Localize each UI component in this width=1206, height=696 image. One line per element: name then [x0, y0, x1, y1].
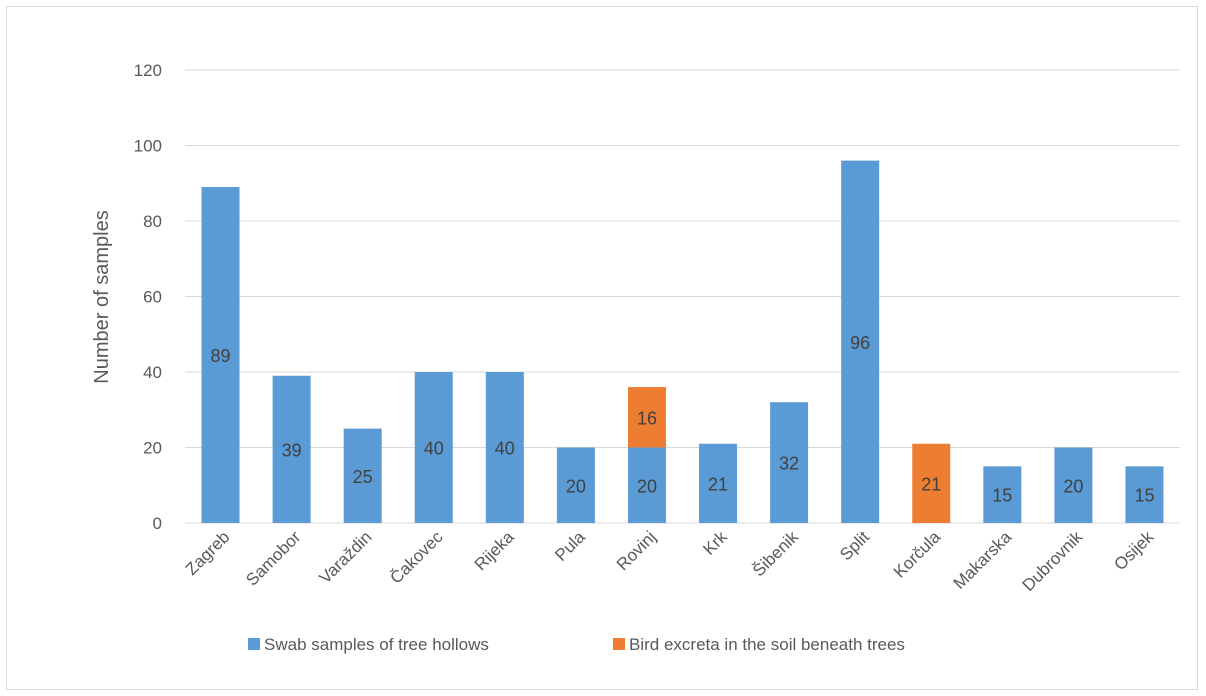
data-label-0-11: 15 [992, 486, 1012, 506]
y-tick-label: 100 [134, 137, 162, 156]
x-axis-ticks: Zagreb Samobor Varaždin Čakovec Rijeka Pula Ro… [182, 527, 1158, 595]
y-tick-label: 40 [143, 363, 162, 382]
data-label-0-1: 39 [282, 440, 302, 460]
data-label-0-12: 20 [1063, 476, 1083, 496]
data-label-0-2: 25 [353, 467, 373, 487]
data-label-0-8: 32 [779, 454, 799, 474]
x-tick-label: Osijek [1110, 527, 1157, 574]
x-tick-label: Rovinj [613, 527, 660, 574]
data-label-0-6: 20 [637, 476, 657, 496]
bars [201, 160, 1164, 523]
legend-label-0: Swab samples of tree hollows [264, 635, 489, 654]
bar-0-5 [556, 447, 595, 523]
bar-0-12 [1054, 447, 1093, 523]
x-tick-label: Čakovec [386, 527, 447, 588]
legend-label-1: Bird excreta in the soil beneath trees [629, 635, 905, 654]
data-label-0-5: 20 [566, 476, 586, 496]
x-tick-label: Samobor [242, 527, 304, 589]
bar-0-11 [983, 466, 1022, 523]
bar-0-3 [414, 372, 453, 523]
data-label-0-3: 40 [424, 439, 444, 459]
chart-frame [6, 6, 1198, 690]
x-tick-label: Rijeka [471, 527, 518, 574]
bar-0-9 [841, 160, 880, 523]
data-label-1-6: 16 [637, 408, 657, 428]
x-tick-label: Krk [699, 527, 731, 559]
y-tick-label: 20 [143, 439, 162, 458]
x-tick-label: Split [836, 527, 873, 564]
data-label-1-10: 21 [921, 474, 941, 494]
x-tick-label: Dubrovnik [1019, 527, 1087, 595]
data-labels: 89 39 25 40 40 20 20 16 21 32 96 21 15 20 15 [211, 333, 1155, 506]
legend-swatch-1 [613, 638, 625, 650]
x-tick-label: Varaždin [316, 527, 376, 587]
y-tick-label: 0 [153, 514, 162, 533]
data-label-0-7: 21 [708, 474, 728, 494]
x-tick-label: Šibenik [749, 527, 802, 580]
bar-1-6 [627, 387, 666, 448]
y-tick-label: 80 [143, 212, 162, 231]
y-tick-label: 60 [143, 288, 162, 307]
bar-0-0 [201, 187, 240, 523]
y-axis-ticks: 0 20 40 60 80 100 120 [134, 61, 162, 533]
data-label-0-9: 96 [850, 333, 870, 353]
bar-0-6 [627, 447, 666, 523]
x-tick-label: Zagreb [182, 527, 234, 579]
x-tick-label: Makarska [950, 527, 1016, 593]
bar-1-10 [912, 443, 951, 523]
x-tick-label: Pula [551, 527, 589, 565]
legend-swatch-0 [248, 638, 260, 650]
x-tick-label: Korčula [890, 527, 945, 582]
y-axis-title: Number of samples [91, 210, 113, 383]
bar-0-8 [770, 402, 809, 523]
y-tick-label: 120 [134, 61, 162, 80]
bar-0-1 [272, 375, 311, 523]
legend: Swab samples of tree hollows Bird excreta… [248, 635, 905, 654]
data-label-0-0: 89 [211, 346, 231, 366]
bar-0-13 [1125, 466, 1164, 523]
gridlines [185, 69, 1180, 524]
bar-0-7 [699, 443, 738, 523]
data-label-0-13: 15 [1134, 486, 1154, 506]
bar-0-2 [343, 428, 382, 523]
data-label-0-4: 40 [495, 439, 515, 459]
bar-0-4 [485, 372, 524, 523]
